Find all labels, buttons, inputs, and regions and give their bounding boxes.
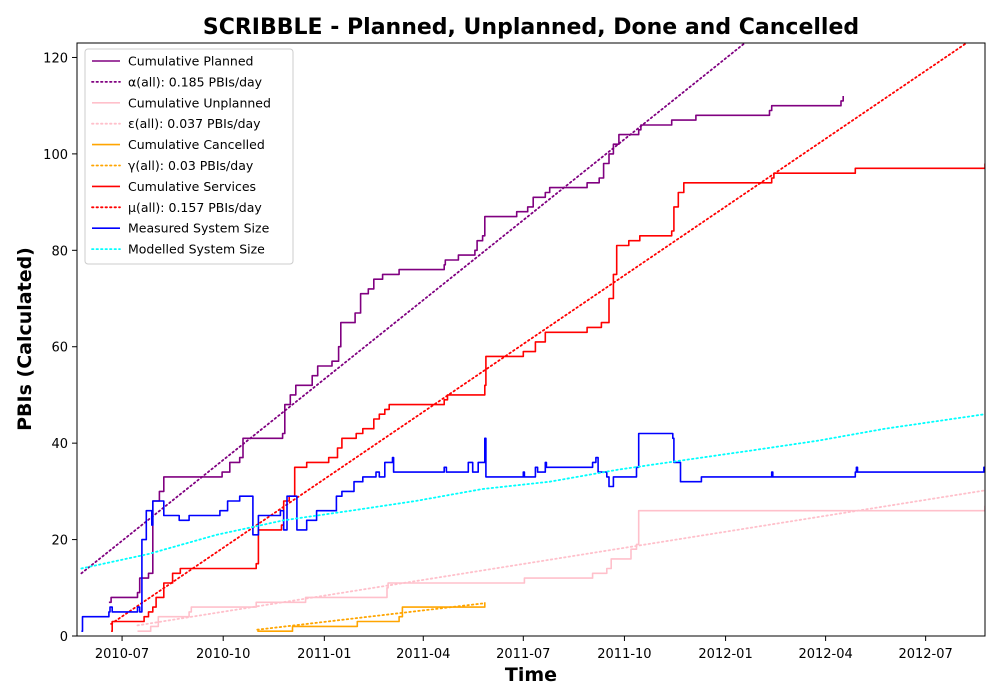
series-line-modelled-system-size bbox=[80, 413, 985, 570]
legend-entry-label: α(all): 0.185 PBIs/day bbox=[128, 74, 263, 89]
series-line-cumulative-planned bbox=[108, 96, 844, 604]
series-line-all-0-185-pbis-day bbox=[80, 43, 747, 575]
legend-entry-label: Cumulative Services bbox=[128, 179, 256, 194]
legend-entry-label: Cumulative Cancelled bbox=[128, 137, 265, 152]
x-tick-label: 2011-01 bbox=[297, 647, 351, 662]
x-tick-label: 2010-10 bbox=[196, 647, 250, 662]
legend-entry-label: μ(all): 0.157 PBIs/day bbox=[128, 200, 262, 215]
series-line-all-0-03-pbis-day bbox=[256, 602, 486, 631]
series-line-all-0-037-pbis-day bbox=[136, 489, 985, 627]
legend-entry-label: γ(all): 0.03 PBIs/day bbox=[128, 158, 254, 173]
y-tick-label: 80 bbox=[51, 244, 68, 259]
legend-entry-label: Cumulative Planned bbox=[128, 54, 253, 69]
y-tick-label: 20 bbox=[51, 534, 68, 549]
x-tick-label: 2012-04 bbox=[798, 647, 852, 662]
series-line-cumulative-unplanned bbox=[137, 505, 985, 632]
legend-entry-label: Cumulative Unplanned bbox=[128, 95, 271, 110]
y-axis: 0 20 40 60 80 100 120 bbox=[43, 51, 77, 645]
x-tick-label: 2011-04 bbox=[396, 647, 450, 662]
x-tick-label: 2011-07 bbox=[496, 647, 550, 662]
y-tick-label: 60 bbox=[51, 341, 68, 356]
x-tick-label: 2012-01 bbox=[698, 647, 752, 662]
y-tick-label: 100 bbox=[43, 148, 68, 163]
series-line-all-0-157-pbis-day bbox=[110, 43, 969, 625]
series-line-cumulative-services bbox=[111, 163, 985, 632]
legend-entry-label: Modelled System Size bbox=[128, 242, 265, 257]
legend: Cumulative Planned α(all): 0.185 PBIs/day… bbox=[84, 48, 294, 265]
chart-title: SCRIBBLE - Planned, Unplanned, Done and … bbox=[203, 15, 859, 40]
series-layer bbox=[80, 43, 985, 632]
series-line-cumulative-cancelled bbox=[257, 602, 486, 632]
y-tick-label: 40 bbox=[51, 437, 68, 452]
legend-entry-label: Measured System Size bbox=[128, 221, 270, 236]
legend-box bbox=[84, 48, 294, 265]
plot-frame bbox=[76, 42, 986, 637]
y-tick-label: 0 bbox=[60, 630, 68, 645]
series-line-measured-system-size bbox=[81, 432, 985, 632]
x-axis: 2010-07 2010-10 2011-01 2011-04 2011-07 2011-… bbox=[95, 636, 953, 662]
x-tick-label: 2011-10 bbox=[597, 647, 651, 662]
legend-entry-label: ε(all): 0.037 PBIs/day bbox=[128, 116, 261, 131]
x-tick-label: 2010-07 bbox=[95, 647, 149, 662]
x-tick-label: 2012-07 bbox=[898, 647, 952, 662]
x-axis-label: Time bbox=[505, 664, 557, 686]
y-tick-label: 120 bbox=[43, 51, 68, 66]
y-axis-label: PBIs (Calculated) bbox=[14, 247, 36, 431]
